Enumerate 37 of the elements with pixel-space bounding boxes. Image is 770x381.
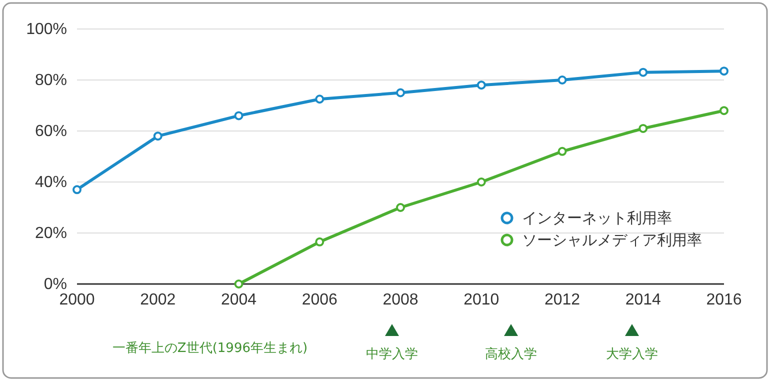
point (558, 76, 567, 84)
point (720, 66, 728, 76)
text: 一番年上のZ世代(1996年生まれ) (112, 341, 308, 356)
x-tick-label: 2008 (382, 291, 418, 308)
point (558, 146, 567, 156)
point (638, 68, 648, 77)
x-tick-label: 2004 (220, 291, 257, 308)
text: 大学入学 (606, 347, 658, 362)
x-tick-label: 2014 (625, 291, 662, 308)
point (638, 124, 648, 133)
point (315, 94, 324, 104)
legend-label: インターネット利用率 (522, 209, 672, 227)
x-tick-label: 2002 (140, 291, 176, 308)
point (72, 185, 82, 194)
y-tick-label: 80% (34, 72, 67, 90)
x-tick-label: 2016 (706, 291, 742, 308)
y-tick-label: 40% (34, 174, 67, 192)
point (720, 106, 728, 116)
text: 中学入学 (366, 347, 418, 362)
y-tick-label: 100% (26, 21, 67, 38)
legend-label: ソーシャルメディア利用率 (522, 231, 702, 249)
text: 高校入学 (485, 346, 537, 362)
x-tick-label: 2000 (59, 291, 95, 308)
x-tick-label: 2006 (302, 291, 338, 308)
point (396, 88, 405, 98)
point (315, 237, 324, 246)
y-tick-label: 0% (44, 276, 67, 294)
y-tick-label: 20% (34, 225, 67, 242)
point (153, 132, 162, 141)
point (234, 280, 244, 288)
point (396, 203, 405, 212)
point (476, 178, 486, 186)
x-tick-label: 2012 (544, 291, 580, 308)
point (476, 80, 486, 90)
x-tick-label: 2010 (464, 291, 500, 308)
y-tick-label: 60% (34, 123, 67, 140)
point (234, 111, 244, 120)
